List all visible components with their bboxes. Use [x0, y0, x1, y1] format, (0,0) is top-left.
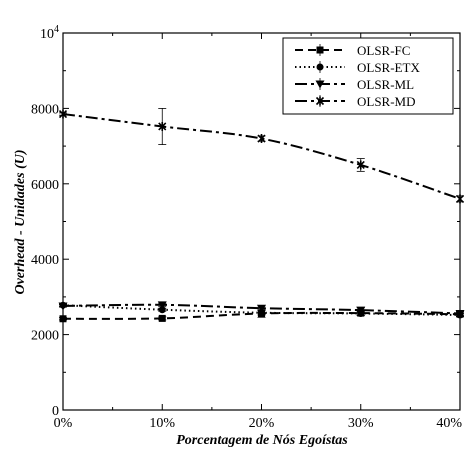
data-point: [257, 134, 266, 144]
y-axis-title: Overhead - Unidades (U): [13, 149, 28, 294]
legend-entry: OLSR-ETX: [295, 60, 420, 75]
data-point: [158, 121, 167, 131]
y-tick-label: 2000: [31, 329, 59, 344]
x-tick-label: 10%: [149, 416, 175, 431]
data-point: [58, 302, 68, 311]
legend-entry: OLSR-MD: [295, 94, 416, 109]
data-point: [158, 306, 166, 314]
y-tick-label: 8000: [31, 102, 59, 117]
series-line: [62, 303, 461, 315]
y-tick-label: 6000: [31, 178, 59, 193]
x-axis-title: Porcentagem de Nós Egoístas: [176, 433, 348, 448]
legend-marker: [316, 46, 324, 54]
data-point: [356, 306, 366, 315]
series-layer: [58, 108, 465, 323]
legend-label: OLSR-ML: [357, 77, 414, 92]
x-tick-label: 30%: [348, 416, 374, 431]
legend-entry: OLSR-FC: [295, 43, 410, 58]
axes: 0 2000 4000 6000 8000 104 0% 10% 20% 30% 40%: [31, 24, 462, 431]
data-point: [58, 109, 68, 119]
data-point: [59, 315, 67, 323]
legend-label: OLSR-FC: [357, 43, 410, 58]
data-point: [257, 304, 266, 313]
y-tick-label-top: 104: [40, 24, 59, 42]
y-tick-label: 0: [52, 404, 59, 419]
data-point: [258, 309, 265, 317]
x-tick-label: 0%: [54, 416, 73, 431]
legend-marker: [316, 63, 324, 71]
y-tick-exponent: 4: [54, 24, 59, 35]
data-point: [455, 194, 465, 204]
legend-marker: [315, 80, 325, 89]
x-tick-label: 40%: [436, 416, 462, 431]
x-tick-label: 20%: [249, 416, 275, 431]
legend: OLSR-FC OLSR-ETX OLSR-ML OLSR-MD: [282, 37, 454, 115]
legend-marker: [315, 96, 325, 106]
series-line: [62, 113, 461, 200]
data-point: [157, 301, 167, 310]
data-point: [158, 314, 166, 322]
data-point: [455, 309, 465, 318]
legend-label: OLSR-ETX: [357, 60, 420, 75]
y-tick-label: 4000: [31, 253, 59, 268]
legend-label: OLSR-MD: [357, 94, 416, 109]
legend-entry: OLSR-ML: [295, 77, 414, 92]
series-olsr-ml: [58, 301, 465, 318]
series-olsr-md: [58, 108, 465, 204]
data-point: [356, 160, 365, 170]
